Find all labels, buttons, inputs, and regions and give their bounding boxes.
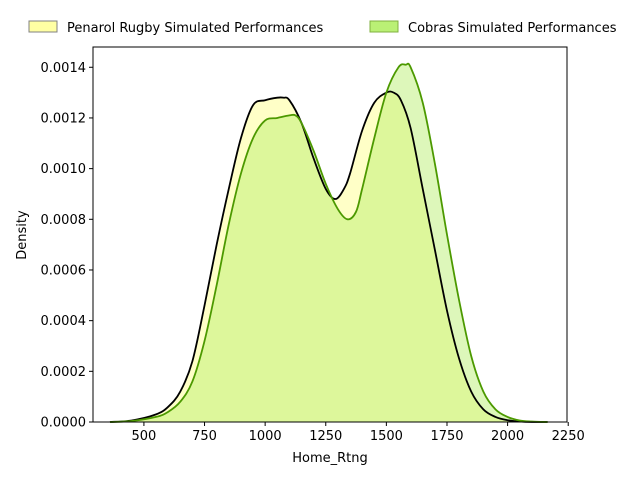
plot-frame (92, 46, 568, 423)
y-axis-label: Density (15, 210, 30, 260)
x-tick-label: 1000 (249, 429, 282, 444)
x-tick-label: 2250 (552, 429, 585, 444)
y-tick-label: 0.0006 (41, 263, 87, 278)
density-area-penarol (109, 91, 548, 422)
y-tick-label: 0.0014 (41, 61, 87, 76)
legend-swatch-cobras (369, 20, 399, 33)
density-line-penarol (109, 90, 548, 423)
x-tick-label: 500 (132, 429, 157, 444)
x-tick-label: 2000 (491, 429, 524, 444)
legend-swatch-penarol (28, 20, 58, 33)
density-area-cobras (109, 63, 548, 422)
legend-label-penarol: Penarol Rugby Simulated Performances (67, 21, 324, 36)
x-axis: 500 750 1000 1250 1500 1750 2000 2250 (132, 422, 585, 444)
y-tick-label: 0.0004 (41, 314, 87, 329)
x-tick-label: 750 (192, 429, 217, 444)
y-tick-label: 0.0008 (41, 213, 87, 228)
y-tick-label: 0.0002 (41, 365, 87, 380)
x-tick-label: 1250 (309, 429, 342, 444)
plot-lines (109, 62, 548, 423)
plot-areas (109, 63, 548, 422)
legend-label-cobras: Cobras Simulated Performances (408, 21, 617, 36)
y-axis: 0.0000 0.0002 0.0004 0.0006 0.0008 0.0010 0.00… (41, 61, 93, 431)
y-tick-label: 0.0000 (41, 416, 87, 431)
y-tick-label: 0.0010 (41, 162, 87, 177)
x-tick-label: 1750 (430, 429, 463, 444)
x-tick-label: 1500 (370, 429, 403, 444)
legend: Penarol Rugby Simulated Performances Cob… (28, 20, 617, 36)
density-line-cobras (109, 62, 548, 423)
y-tick-label: 0.0012 (41, 111, 87, 126)
x-axis-label: Home_Rtng (292, 451, 368, 466)
